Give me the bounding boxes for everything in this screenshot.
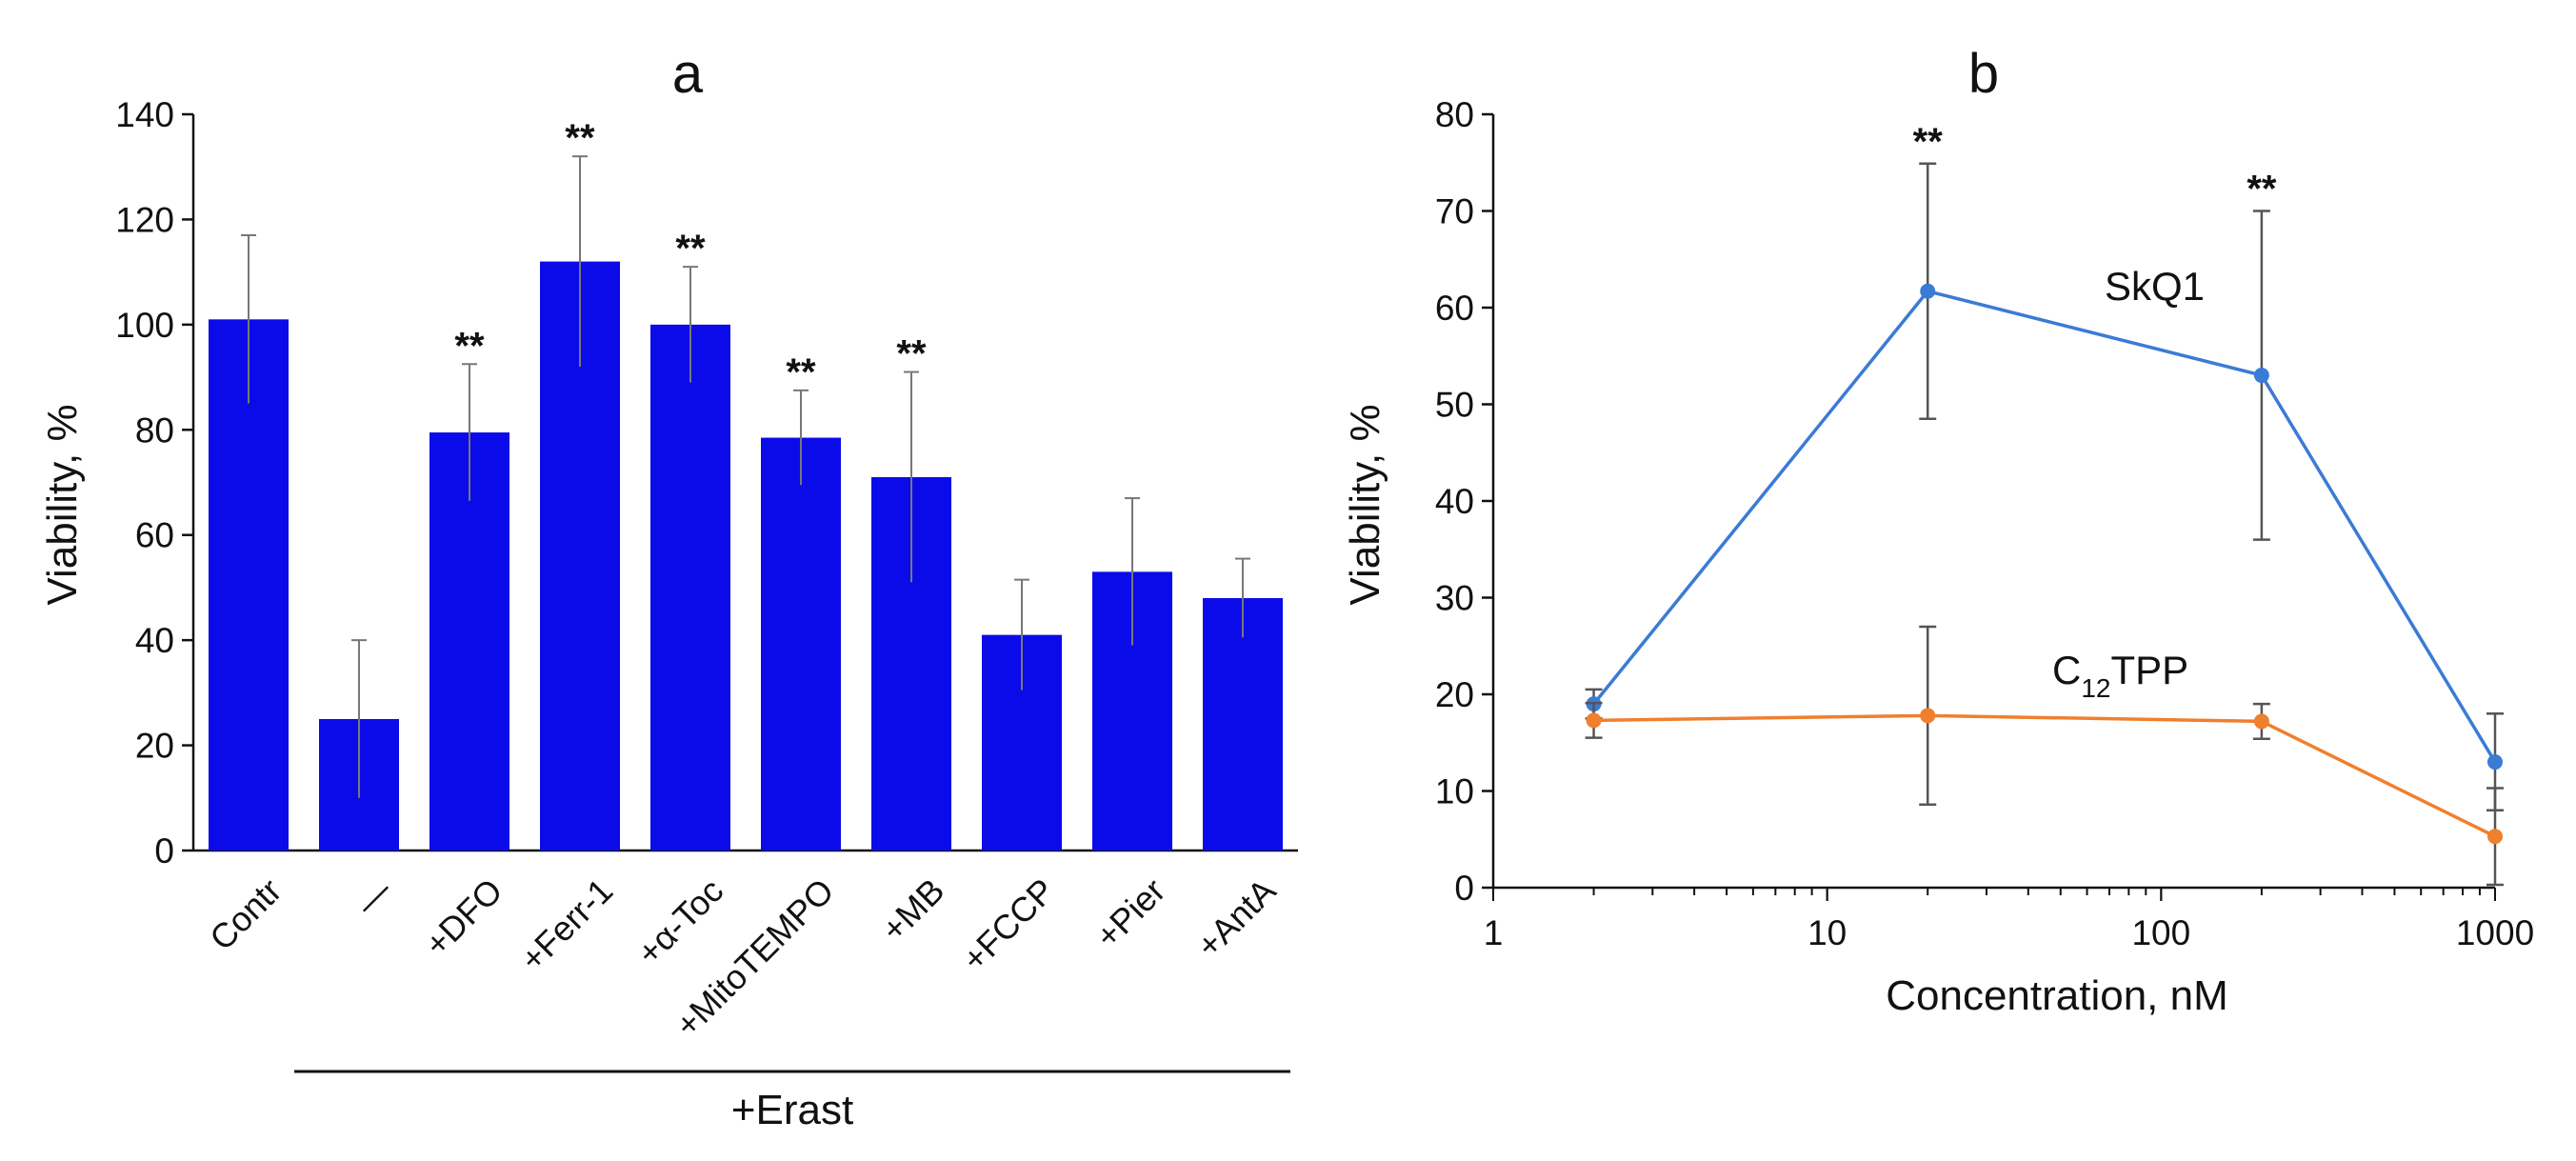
panel-a-y-tick-label: 40 <box>135 621 174 660</box>
panel-a-y-tick-label: 140 <box>115 95 174 134</box>
category-label-0: Contr <box>202 871 289 957</box>
panel-b-x-axis-title: Concentration, nM <box>1886 972 2228 1019</box>
series-label-c12tpp-rest: TPP <box>2111 648 2189 692</box>
category-label-8: +Pier <box>1088 871 1172 955</box>
data-point-skq1-3 <box>2487 754 2503 771</box>
panel-b-y-tick-label: 70 <box>1435 192 1474 231</box>
panel-a-category-labels: Contr — +DFO +Ferr-1 +α-Toc+MitoTEMPO +MB +FCC… <box>202 871 1283 1044</box>
panel-a-y-axis-title: Viability, % <box>39 404 86 605</box>
panel-b-y-tick-label: 30 <box>1435 579 1474 618</box>
panel-b-y-tick-label: 60 <box>1435 289 1474 328</box>
bar-0 <box>209 319 289 851</box>
panel-b-x-tick-label: 100 <box>2131 913 2190 952</box>
series-label-skq1: SkQ1 <box>2105 264 2205 309</box>
panel-b-y-axis-title: Viability, % <box>1342 404 1388 605</box>
data-point-skq1-1 <box>1920 283 1936 299</box>
category-label-6: +MB <box>873 871 951 949</box>
panel-b-y-tick-label: 10 <box>1435 772 1474 811</box>
significance-label-6: ** <box>896 333 927 375</box>
bar-2 <box>429 432 509 851</box>
significance-label-2: ** <box>454 325 485 367</box>
panel-b-x-tick-label: 1 <box>1484 913 1504 952</box>
panel-b-line-chart: b Viability, % Concentration, nM 0 10 20 30… <box>1342 43 2534 1019</box>
data-point-skq1-2 <box>2253 368 2269 384</box>
category-label-4: +α-Toc <box>629 871 731 972</box>
erast-bracket-label: +Erast <box>731 1087 853 1133</box>
panel-a-y-tick-label: 60 <box>135 516 174 555</box>
category-label-7: +FCCP <box>954 871 1062 978</box>
series-line-c12tpp <box>1593 713 2496 838</box>
significance-label-skq1-1: ** <box>1913 121 1944 163</box>
data-point-c12tpp-0 <box>1586 712 1602 729</box>
panel-b-x-tick-label: 10 <box>1807 913 1847 952</box>
series-label-c12tpp: C12TPP <box>2052 648 2188 703</box>
panel-b-axes: 0 10 20 30 40 50 60 70 80 1 10 100 1000 <box>1435 95 2534 952</box>
series-label-c12tpp-sub: 12 <box>2081 673 2110 703</box>
category-label-1: — <box>348 871 399 922</box>
significance-label-3: ** <box>565 117 595 159</box>
panel-a-y-tick-label: 20 <box>135 727 174 766</box>
panel-b-series: ** ** <box>1585 121 2504 887</box>
panel-a-title: a <box>672 43 704 105</box>
panel-a-bars: ** ** ** ** ** <box>209 117 1283 851</box>
data-point-c12tpp-1 <box>1920 708 1936 724</box>
panel-b-y-tick-label: 20 <box>1435 675 1474 714</box>
panel-a-y-tick-label: 120 <box>115 200 174 239</box>
category-label-9: +AntA <box>1188 871 1283 965</box>
panel-a-y-tick-label: 100 <box>115 306 174 345</box>
panel-a-y-tick-label: 0 <box>154 831 174 871</box>
bar-5 <box>761 437 841 851</box>
panel-b-y-tick-label: 50 <box>1435 386 1474 425</box>
data-point-c12tpp-3 <box>2487 829 2503 845</box>
panel-b-y-tick-label: 40 <box>1435 482 1474 521</box>
significance-label-skq1-2: ** <box>2247 169 2277 210</box>
bar-9 <box>1203 597 1283 851</box>
panel-b-title: b <box>1968 43 1999 105</box>
significance-label-4: ** <box>675 228 706 270</box>
significance-label-5: ** <box>786 351 816 393</box>
data-point-c12tpp-2 <box>2253 713 2269 730</box>
bar-4 <box>650 324 730 851</box>
panel-b-y-tick-label: 80 <box>1435 95 1474 134</box>
panel-a-y-tick-label: 80 <box>135 410 174 450</box>
category-label-2: +DFO <box>417 871 510 964</box>
panel-b-y-tick-label: 0 <box>1454 869 1474 908</box>
panel-b-x-tick-label: 1000 <box>2456 913 2534 952</box>
series-line-skq1 <box>1592 289 2497 763</box>
category-label-3: +Ferr-1 <box>512 871 620 978</box>
series-label-c12tpp-main: C <box>2052 648 2081 692</box>
